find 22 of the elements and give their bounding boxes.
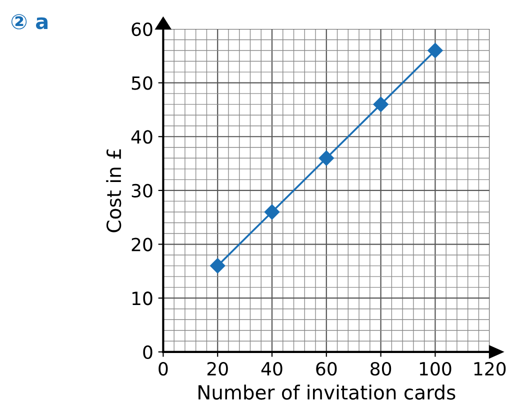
x-tick-label: 40 [261, 362, 282, 376]
x-tick-label: 20 [207, 362, 228, 376]
x-tick-label: 60 [316, 362, 337, 376]
x-tick-label: 120 [474, 362, 506, 376]
y-axis-title: Cost in £ [106, 149, 122, 232]
point [428, 42, 443, 58]
y-tick-label: 50 [132, 76, 152, 90]
point [318, 150, 334, 166]
y-tick-label: 20 [132, 238, 152, 252]
point [210, 258, 226, 274]
y-tick-label: 30 [132, 184, 152, 198]
y-tick-label: 40 [131, 130, 152, 144]
point [264, 204, 280, 220]
chart-title: ② a [11, 14, 48, 30]
x-tick-label: 0 [158, 362, 168, 376]
x-tick-label: 80 [370, 362, 392, 376]
x-tick-label: 100 [420, 362, 452, 376]
x-axis-title: Number of invitation cards [198, 384, 456, 400]
point [373, 96, 388, 112]
y-tick-label: 0 [143, 345, 152, 360]
y-tick-label: 10 [132, 292, 152, 306]
y-tick-label: 60 [132, 22, 152, 36]
